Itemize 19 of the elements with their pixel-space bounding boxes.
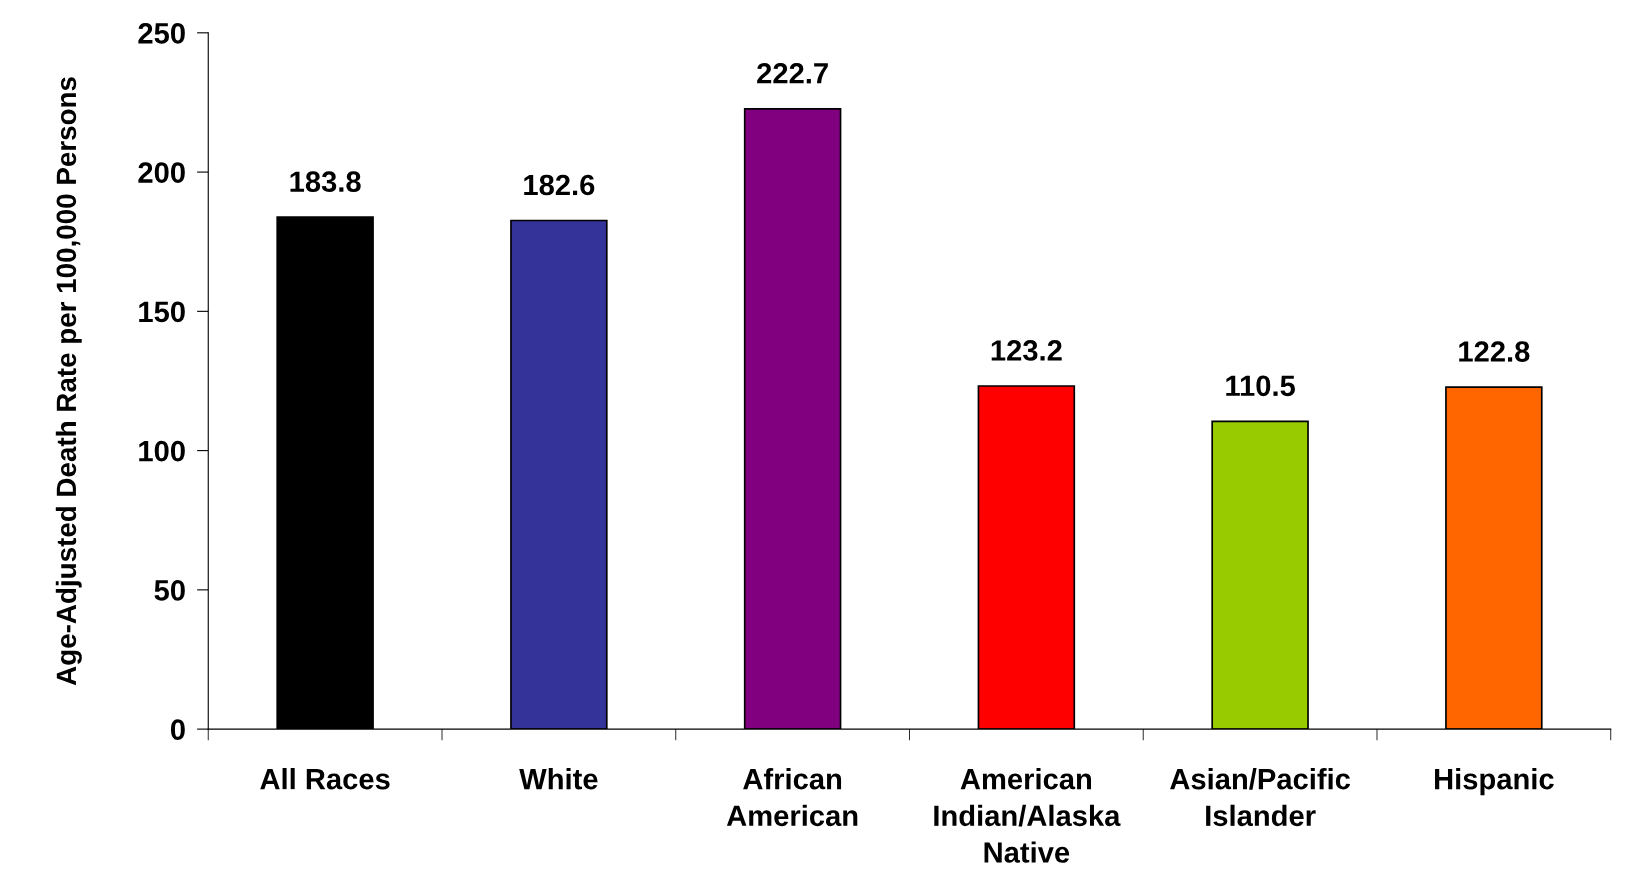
x-tick-label: Asian/Pacific Islander [1170, 768, 1351, 827]
data-label: 183.8 [290, 171, 361, 193]
data-label: 222.7 [757, 62, 828, 84]
data-label: 182.6 [524, 174, 595, 196]
x-tick-label: African American [726, 768, 858, 827]
data-label: 123.2 [991, 340, 1062, 361]
y-tick-label: 250 [138, 23, 185, 44]
y-axis-title: Age-Adjusted Death Rate per 100,000 Persons [55, 77, 82, 686]
y-tick-label: 200 [138, 162, 185, 183]
x-tick-label: American Indian/Alaska Native [934, 768, 1121, 863]
y-tick-label: 0 [170, 719, 185, 740]
x-tick-label: White [519, 768, 598, 790]
x-tick-label: Hispanic [1435, 768, 1554, 796]
x-tick-label: All Races [260, 768, 390, 790]
data-label: 122.8 [1459, 341, 1530, 362]
data-label: 110.5 [1226, 375, 1295, 397]
y-tick-label: 100 [139, 440, 185, 462]
y-tick-label: 150 [139, 301, 185, 323]
y-tick-label: 50 [154, 580, 185, 601]
